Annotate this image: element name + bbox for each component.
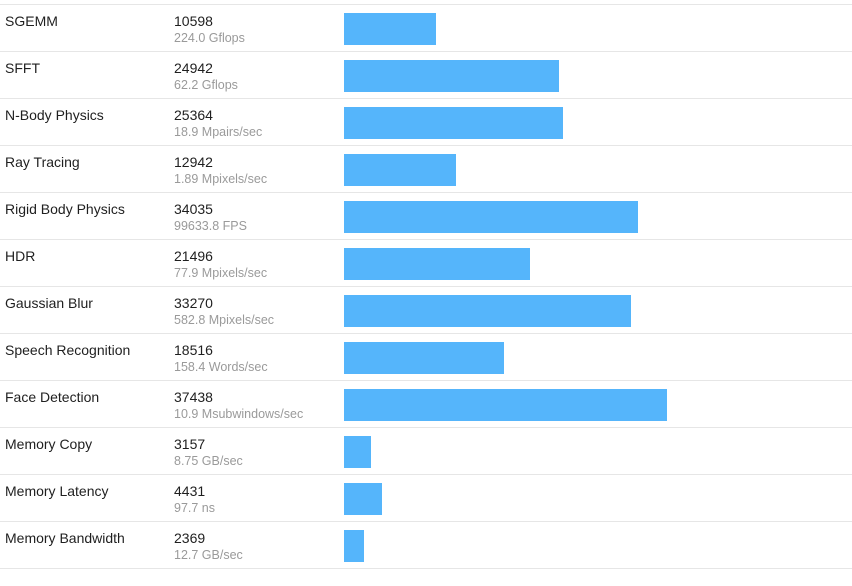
benchmark-name: N-Body Physics xyxy=(5,107,104,123)
benchmark-row: SGEMM 10598 224.0 Gflops xyxy=(0,5,852,52)
score-bar xyxy=(344,13,436,45)
benchmark-score: 21496 xyxy=(174,248,213,264)
benchmark-row: Gaussian Blur 33270 582.8 Mpixels/sec xyxy=(0,287,852,334)
score-bar-track xyxy=(344,13,844,45)
benchmark-rate: 582.8 Mpixels/sec xyxy=(174,313,275,327)
score-bar-track xyxy=(344,530,844,562)
benchmark-name: Memory Bandwidth xyxy=(5,530,125,546)
benchmark-rate: 77.9 Mpixels/sec xyxy=(174,266,268,280)
benchmark-score: 25364 xyxy=(174,107,213,123)
benchmark-row: Face Detection 37438 10.9 Msubwindows/se… xyxy=(0,381,852,428)
score-bar-track xyxy=(344,154,844,186)
benchmark-score: 34035 xyxy=(174,201,213,217)
benchmark-row: Memory Bandwidth 2369 12.7 GB/sec xyxy=(0,522,852,569)
benchmark-rate: 224.0 Gflops xyxy=(174,31,245,45)
benchmark-score: 4431 xyxy=(174,483,206,499)
benchmark-name: HDR xyxy=(5,248,36,264)
benchmark-name: Ray Tracing xyxy=(5,154,80,170)
benchmark-table: SGEMM 10598 224.0 Gflops SFFT 24942 62.2… xyxy=(0,4,852,569)
benchmark-row: HDR 21496 77.9 Mpixels/sec xyxy=(0,240,852,287)
benchmark-rate: 1.89 Mpixels/sec xyxy=(174,172,268,186)
score-bar-track xyxy=(344,295,844,327)
benchmark-score: 12942 xyxy=(174,154,213,170)
benchmark-name: SGEMM xyxy=(5,13,58,29)
benchmark-name: Rigid Body Physics xyxy=(5,201,125,217)
benchmark-name: Face Detection xyxy=(5,389,100,405)
benchmark-rate: 158.4 Words/sec xyxy=(174,360,268,374)
benchmark-score: 18516 xyxy=(174,342,213,358)
score-bar-track xyxy=(344,436,844,468)
benchmark-row: SFFT 24942 62.2 Gflops xyxy=(0,52,852,99)
score-bar-track xyxy=(344,201,844,233)
benchmark-name: SFFT xyxy=(5,60,40,76)
benchmark-rate: 99633.8 FPS xyxy=(174,219,247,233)
score-bar-track xyxy=(344,248,844,280)
benchmark-rate: 8.75 GB/sec xyxy=(174,454,243,468)
score-bar xyxy=(344,248,530,280)
benchmark-score: 33270 xyxy=(174,295,213,311)
benchmark-name: Speech Recognition xyxy=(5,342,131,358)
score-bar xyxy=(344,530,364,562)
benchmark-row: Memory Copy 3157 8.75 GB/sec xyxy=(0,428,852,475)
score-bar-track xyxy=(344,389,844,421)
benchmark-score: 10598 xyxy=(174,13,213,29)
benchmark-score: 2369 xyxy=(174,530,206,546)
benchmark-rate: 62.2 Gflops xyxy=(174,78,238,92)
benchmark-row: N-Body Physics 25364 18.9 Mpairs/sec xyxy=(0,99,852,146)
benchmark-row: Rigid Body Physics 34035 99633.8 FPS xyxy=(0,193,852,240)
benchmark-name: Memory Latency xyxy=(5,483,109,499)
score-bar xyxy=(344,201,638,233)
score-bar xyxy=(344,107,563,139)
benchmark-score: 37438 xyxy=(174,389,213,405)
benchmark-rate: 10.9 Msubwindows/sec xyxy=(174,407,304,421)
benchmark-score: 3157 xyxy=(174,436,206,452)
benchmark-rate: 97.7 ns xyxy=(174,501,216,515)
score-bar xyxy=(344,154,456,186)
score-bar-track xyxy=(344,342,844,374)
benchmark-row: Speech Recognition 18516 158.4 Words/sec xyxy=(0,334,852,381)
score-bar xyxy=(344,60,559,92)
score-bar xyxy=(344,295,631,327)
benchmark-row: Ray Tracing 12942 1.89 Mpixels/sec xyxy=(0,146,852,193)
score-bar-track xyxy=(344,483,844,515)
score-bar xyxy=(344,342,504,374)
benchmark-rate: 18.9 Mpairs/sec xyxy=(174,125,263,139)
score-bar-track xyxy=(344,107,844,139)
score-bar xyxy=(344,389,667,421)
benchmark-score: 24942 xyxy=(174,60,213,76)
score-bar xyxy=(344,483,382,515)
benchmark-name: Memory Copy xyxy=(5,436,93,452)
benchmark-row: Memory Latency 4431 97.7 ns xyxy=(0,475,852,522)
score-bar-track xyxy=(344,60,844,92)
benchmark-name: Gaussian Blur xyxy=(5,295,93,311)
benchmark-rate: 12.7 GB/sec xyxy=(174,548,243,562)
score-bar xyxy=(344,436,371,468)
